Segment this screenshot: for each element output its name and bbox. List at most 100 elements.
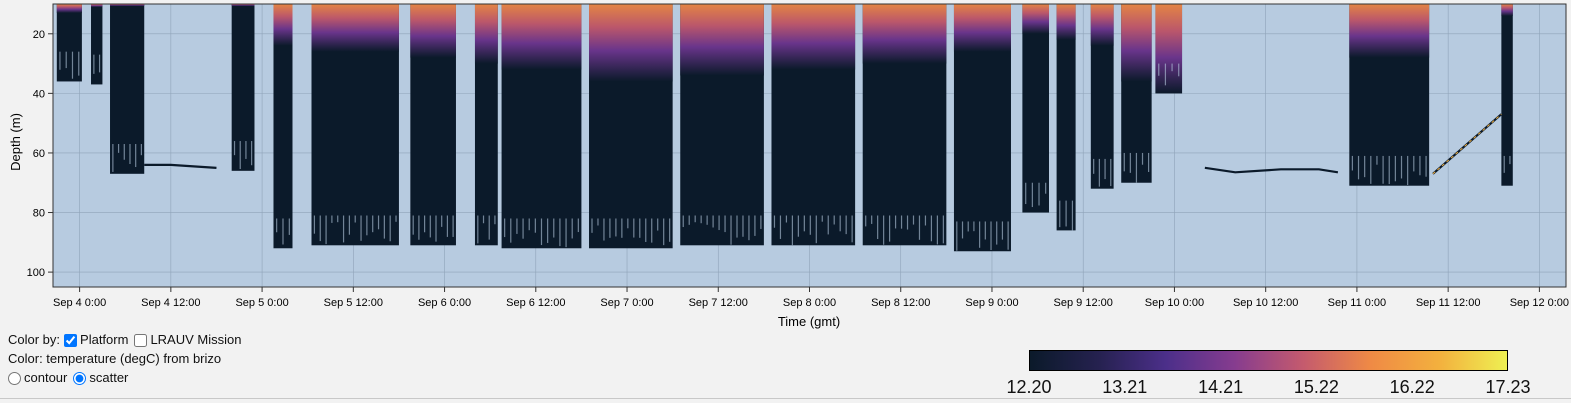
x-tick-label: Sep 10 12:00 <box>1233 297 1298 309</box>
platform-checkbox[interactable] <box>64 333 78 347</box>
dive-segment <box>589 4 673 249</box>
dive-segment <box>680 4 764 246</box>
dive-segment <box>311 4 399 246</box>
scatter-label[interactable]: scatter <box>89 370 129 385</box>
warm-surface-layer <box>953 4 1011 52</box>
plot-mode-row: contour scatter <box>8 370 130 386</box>
x-tick-label: Sep 9 0:00 <box>965 297 1018 309</box>
x-tick-label: Sep 9 12:00 <box>1054 297 1113 309</box>
warm-surface-layer <box>501 4 582 70</box>
dive-segment <box>501 4 582 249</box>
dive-segment <box>771 4 856 246</box>
colorbar-tick-label: 17.23 <box>1485 377 1531 397</box>
bottom-divider <box>0 398 1571 399</box>
data-layer <box>56 4 1513 252</box>
depth-time-plot: Sep 4 0:00 Sep 4 12:00 Sep 5 0:00 Sep 5 12:… <box>8 3 1569 329</box>
x-tick-label: Sep 6 12:00 <box>506 297 565 309</box>
dive-segment <box>1022 4 1049 213</box>
scatter-radio[interactable] <box>73 371 87 385</box>
colorbar-tick-label: 15.22 <box>1293 377 1339 397</box>
dive-segment <box>953 4 1011 252</box>
x-tick-label: Sep 12 0:00 <box>1510 297 1569 309</box>
warm-surface-layer <box>56 4 82 13</box>
x-tick-label: Sep 7 12:00 <box>689 297 748 309</box>
dive-body <box>1501 4 1513 186</box>
dive-body <box>1056 4 1076 231</box>
y-tick-label: 40 <box>33 88 45 100</box>
y-tick-label: 80 <box>33 208 45 220</box>
dive-segment <box>110 4 145 174</box>
dive-body <box>1090 4 1114 189</box>
dive-segment <box>273 4 293 249</box>
warm-surface-layer <box>110 4 145 6</box>
color-info-row: Color: temperature (degC) from brizo <box>8 351 221 367</box>
contour-label[interactable]: contour <box>24 370 68 385</box>
dive-segment <box>1121 4 1152 183</box>
warm-surface-layer <box>474 4 498 64</box>
warm-surface-layer <box>1022 4 1049 34</box>
transit-line <box>1204 166 1339 174</box>
x-tick-label: Sep 4 0:00 <box>53 297 106 309</box>
warm-surface-layer <box>273 4 293 46</box>
warm-surface-layer <box>680 4 764 76</box>
warm-surface-layer <box>1056 4 1076 40</box>
dive-body <box>91 4 103 85</box>
warm-surface-layer <box>771 4 856 70</box>
dive-segment <box>474 4 498 246</box>
dive-segment <box>1056 4 1076 231</box>
warm-surface-layer <box>1155 4 1183 94</box>
colorbar-tick-label: 13.21 <box>1102 377 1148 397</box>
color-info-text: Color: temperature (degC) from brizo <box>8 351 222 366</box>
warm-surface-layer <box>1090 4 1114 46</box>
color-by-row: Color by: Platform LRAUV Mission <box>8 332 243 348</box>
dive-segment <box>56 4 82 82</box>
dive-segment <box>1090 4 1114 189</box>
dive-segment <box>91 4 103 85</box>
warm-surface-layer <box>91 4 103 7</box>
y-tick-label: 60 <box>33 148 45 160</box>
x-tick-label: Sep 10 0:00 <box>1145 297 1204 309</box>
x-tick-label: Sep 8 0:00 <box>783 297 836 309</box>
x-tick-label: Sep 6 0:00 <box>418 297 471 309</box>
axes: Sep 4 0:00 Sep 4 12:00 Sep 5 0:00 Sep 5 12:… <box>27 29 1569 309</box>
dive-body <box>110 4 145 174</box>
warm-surface-layer <box>311 4 399 52</box>
lrauv-mission-checkbox[interactable] <box>134 333 148 347</box>
x-tick-label: Sep 4 12:00 <box>141 297 200 309</box>
color-by-label: Color by: <box>8 332 61 347</box>
x-tick-label: Sep 5 0:00 <box>235 297 288 309</box>
warm-surface-layer <box>862 4 947 64</box>
x-tick-label: Sep 11 0:00 <box>1328 297 1387 309</box>
dive-segment <box>410 4 456 246</box>
x-axis-label: Time (gmt) <box>778 314 840 329</box>
y-tick-label: 100 <box>27 267 45 279</box>
transit-line <box>1432 113 1503 175</box>
colorbar-tick-label: 12.20 <box>1006 377 1052 397</box>
warm-surface-layer <box>1121 4 1152 82</box>
x-tick-label: Sep 11 12:00 <box>1416 297 1481 309</box>
dive-segment <box>1349 4 1430 186</box>
dive-segment <box>231 4 255 171</box>
warm-surface-layer <box>1501 4 1513 16</box>
y-axis-label: Depth (m) <box>8 113 23 171</box>
warm-surface-layer <box>231 4 255 6</box>
transit-line <box>144 163 217 169</box>
temperature-colorbar <box>1029 350 1508 371</box>
warm-surface-layer <box>410 4 456 58</box>
warm-surface-layer <box>1349 4 1430 58</box>
dive-body <box>474 4 498 246</box>
x-tick-label: Sep 5 12:00 <box>324 297 383 309</box>
warm-surface-layer <box>589 4 673 82</box>
x-tick-label: Sep 8 12:00 <box>871 297 930 309</box>
dive-body <box>273 4 293 249</box>
dive-segment <box>1155 4 1183 94</box>
colorbar-tick-label: 16.22 <box>1389 377 1435 397</box>
colorbar-tick-label: 14.21 <box>1198 377 1244 397</box>
lrauv-mission-label[interactable]: LRAUV Mission <box>150 332 242 347</box>
dive-segment <box>1501 4 1513 186</box>
dive-body <box>56 4 82 82</box>
contour-radio[interactable] <box>8 371 21 385</box>
dive-body <box>1022 4 1049 213</box>
platform-label[interactable]: Platform <box>80 332 129 347</box>
dive-body <box>231 4 255 171</box>
